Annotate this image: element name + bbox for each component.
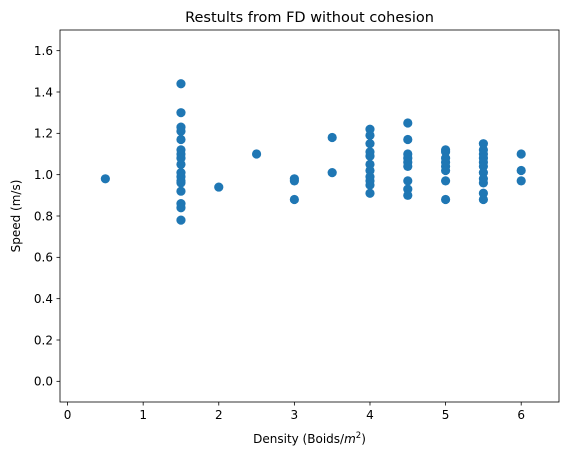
scatter-point <box>365 139 375 149</box>
scatter-point <box>176 134 186 145</box>
scatter-point <box>516 165 526 176</box>
scatter-point <box>365 180 375 190</box>
x-tick-label: 4 <box>366 408 374 422</box>
y-tick-label: 0.8 <box>34 209 53 223</box>
y-tick-label: 0.0 <box>34 375 53 389</box>
scatter-point <box>440 194 451 205</box>
data-points <box>100 79 526 225</box>
scatter-point <box>478 194 488 205</box>
scatter-point <box>403 118 413 128</box>
scatter-point <box>327 168 337 178</box>
x-tick-label: 3 <box>291 408 299 422</box>
scatter-point <box>403 134 413 145</box>
x-tick-label: 2 <box>215 408 223 422</box>
scatter-point <box>440 165 451 176</box>
scatter-point <box>516 176 526 186</box>
scatter-point <box>403 161 413 171</box>
scatter-point <box>365 130 375 140</box>
y-axis-ticks: 0.0 0.2 0.4 0.6 0.8 1.0 1.2 1.4 1.6 <box>34 44 60 389</box>
scatter-point <box>440 176 451 186</box>
scatter-point <box>365 188 375 198</box>
scatter-point <box>251 149 262 159</box>
scatter-point <box>403 176 413 186</box>
y-tick-label: 1.0 <box>34 168 53 182</box>
scatter-point <box>176 108 186 118</box>
scatter-point <box>478 178 488 188</box>
scatter-point <box>289 176 299 186</box>
scatter-point <box>403 190 413 200</box>
scatter-point <box>289 194 299 205</box>
y-tick-label: 0.2 <box>34 333 53 347</box>
scatter-point <box>100 174 110 184</box>
x-tick-label: 5 <box>442 408 450 422</box>
scatter-point <box>516 149 526 159</box>
scatter-point <box>176 178 186 188</box>
scatter-point <box>365 151 375 161</box>
scatter-point <box>327 132 337 143</box>
scatter-point <box>214 182 224 192</box>
chart-title: Restults from FD without cohesion <box>185 10 434 26</box>
scatter-point <box>176 215 186 225</box>
y-axis-label: Speed (m/s) <box>9 180 23 253</box>
x-tick-label: 6 <box>517 408 525 422</box>
scatter-point <box>176 186 186 196</box>
x-axis-ticks: 0 1 2 3 4 5 6 <box>64 402 525 422</box>
x-axis-label: Density (Boids/m2) <box>253 431 366 446</box>
x-tick-label: 1 <box>139 408 147 422</box>
y-tick-label: 1.6 <box>34 44 53 58</box>
x-tick-label: 0 <box>64 408 72 422</box>
plot-area <box>59 29 560 403</box>
y-tick-label: 1.4 <box>34 85 53 99</box>
scatter-point <box>176 203 186 213</box>
y-tick-label: 0.4 <box>34 292 53 306</box>
y-tick-label: 0.6 <box>34 251 53 265</box>
y-tick-label: 1.2 <box>34 127 53 141</box>
scatter-point <box>176 159 186 169</box>
scatter-point <box>176 79 186 89</box>
scatter-point <box>176 126 186 136</box>
